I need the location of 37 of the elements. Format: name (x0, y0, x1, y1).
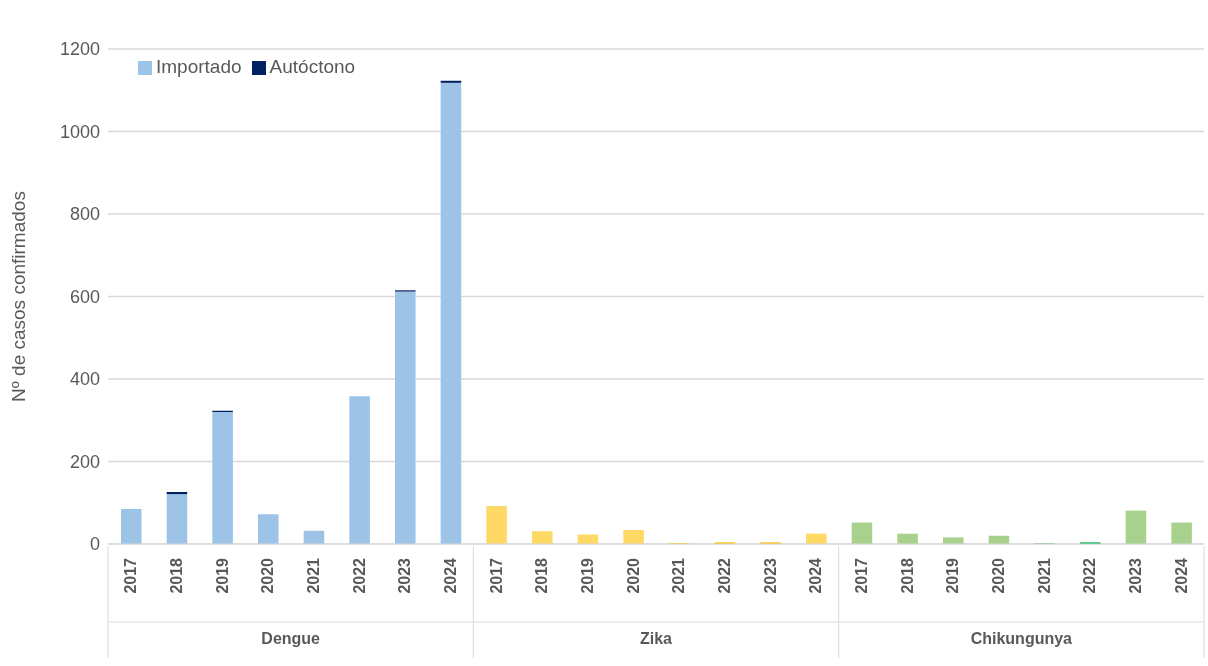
x-tick-label: 2022 (350, 557, 368, 594)
y-tick-label: 600 (69, 286, 100, 307)
y-tick-label: 200 (69, 451, 100, 472)
x-tick-label: 2023 (396, 557, 414, 594)
x-tick-label: 2020 (990, 557, 1007, 594)
x-tick-label: 2020 (624, 557, 642, 594)
x-tick-label: 2019 (944, 557, 962, 594)
x-tick-label: 2017 (853, 557, 870, 594)
y-axis-title: Nº de casos confirmados (7, 191, 29, 402)
y-tick-label: 800 (69, 204, 100, 225)
x-tick-label: 2021 (1035, 557, 1053, 594)
legend-label: Autóctono (269, 56, 356, 77)
x-tick-label: 2017 (487, 557, 505, 594)
x-tick-label: 2018 (898, 557, 916, 594)
x-tick-label: 2022 (716, 557, 733, 594)
y-tick-label: 0 (89, 534, 100, 555)
x-tick-label: 2022 (1081, 557, 1099, 594)
y-tick-label: 1200 (59, 39, 100, 60)
legend-label: Importado (156, 56, 242, 77)
y-tick-label: 1000 (59, 121, 100, 142)
x-tick-label: 2018 (168, 557, 185, 594)
x-tick-label: 2019 (213, 557, 231, 594)
x-tick-label: 2024 (1172, 557, 1190, 594)
x-tick-label: 2018 (533, 557, 551, 594)
text: Zika (639, 630, 673, 647)
x-tick-label: 2024 (807, 557, 825, 594)
x-tick-label: 2023 (761, 557, 779, 594)
x-tick-label: 2024 (442, 557, 459, 594)
x-tick-label: 2021 (305, 557, 322, 594)
x-tick-label: 2019 (579, 557, 596, 594)
x-tick-label: 2020 (259, 557, 277, 594)
x-tick-label: 2021 (670, 557, 688, 594)
y-tick-label: 400 (69, 369, 100, 390)
text: Dengue (261, 630, 321, 647)
x-tick-label: 2023 (1127, 557, 1144, 594)
text: Chikungunya (970, 630, 1073, 647)
x-tick-label: 2017 (122, 557, 140, 594)
